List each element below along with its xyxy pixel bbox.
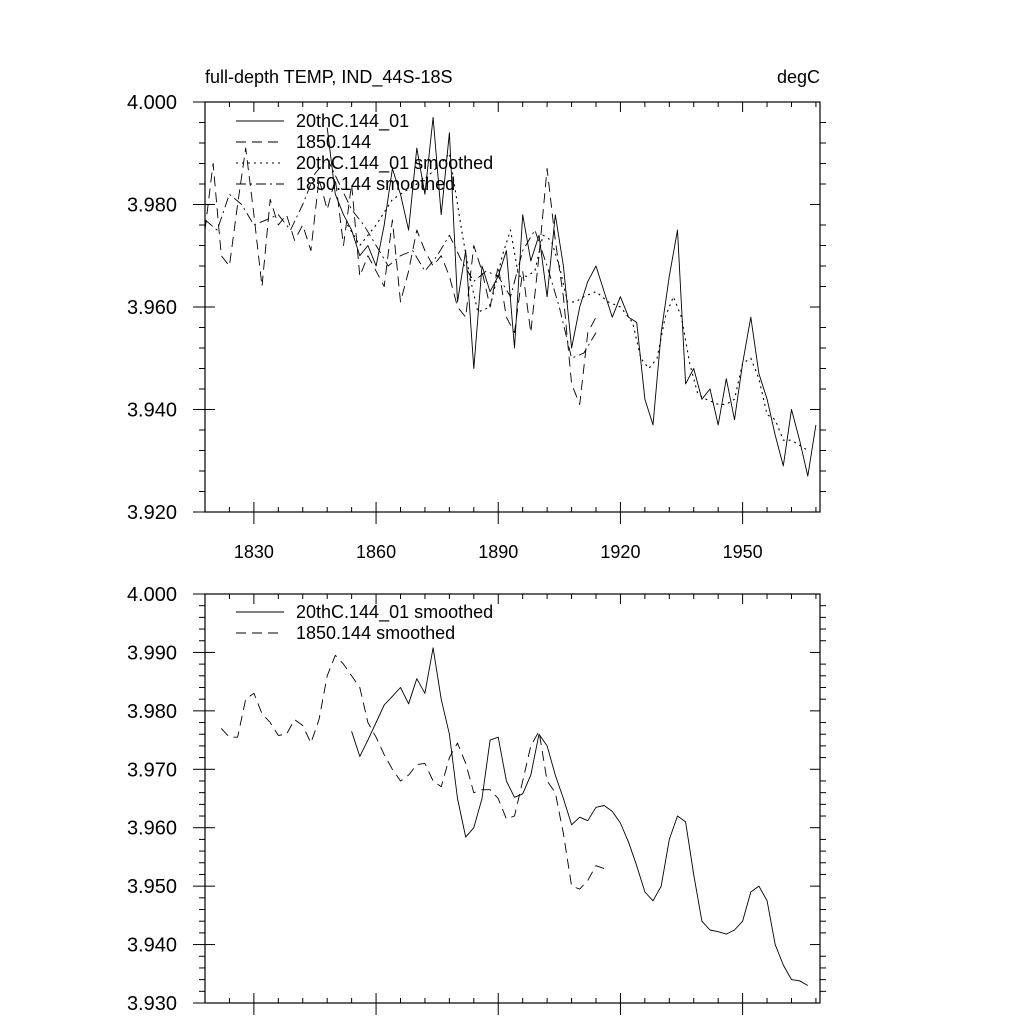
bottom-y-tick-label: 4.000 [127,584,177,606]
chart-title: full-depth TEMP, IND_44S-18S [205,67,452,88]
bottom-series-1850-144-smoothed [220,654,605,890]
bottom-series-20thc-144-01-smoothed [351,647,809,986]
bottom-plot-area: 3.930 3.940 3.950 3.960 3.970 3.980 3.990 4.000 [127,584,826,1015]
bottom-legend-label: 20thC.144_01 smoothed [296,602,493,623]
bottom-y-tick-label: 3.990 [127,642,177,664]
top-legend-label: 20thC.144_01 smoothed [296,153,493,174]
bottom-y-tick-label: 3.940 [127,935,177,957]
bottom-y-tick-label: 3.930 [127,993,177,1015]
top-panel: full-depth TEMP, IND_44S-18S degC 1830 18… [127,67,826,562]
top-y-tick-label: 3.920 [127,502,177,524]
bottom-panel: 3.930 3.940 3.950 3.960 3.970 3.980 3.990 4.000… [127,584,826,1015]
bottom-y-tick-label: 3.950 [127,876,177,898]
top-x-tick-label: 1830 [234,542,274,562]
top-y-tick-label: 3.980 [127,195,177,217]
top-x-tick-label: 1890 [478,542,518,562]
top-legend-label: 1850.144 [296,132,371,152]
bottom-plot-frame [204,593,821,1004]
top-y-tick-label: 3.940 [127,400,177,422]
bottom-y-tick-label: 3.960 [127,818,177,840]
top-y-tick-label: 4.000 [127,92,177,114]
bottom-legend-label: 1850.144 smoothed [296,623,455,643]
top-y-tick-label: 3.960 [127,297,177,319]
top-legend-label: 1850.144 smoothed [296,174,455,194]
units-label: degC [777,67,820,87]
top-series-20thc-144-01 [326,116,817,477]
top-legend-label: 20thC.144_01 [296,111,409,132]
top-x-tick-label: 1860 [356,542,396,562]
top-x-tick-label: 1920 [600,542,640,562]
top-series-1850-144-smoothed [204,157,597,359]
bottom-y-tick-label: 3.970 [127,759,177,781]
top-series-1850-144 [204,147,597,405]
top-series-20thc-144-01-smoothed [347,152,809,451]
bottom-y-tick-label: 3.980 [127,701,177,723]
top-plot-area: 1830 1860 1890 1920 1950 3.920 3.940 3.960 3.980… [127,92,826,562]
top-x-tick-label: 1950 [723,542,763,562]
